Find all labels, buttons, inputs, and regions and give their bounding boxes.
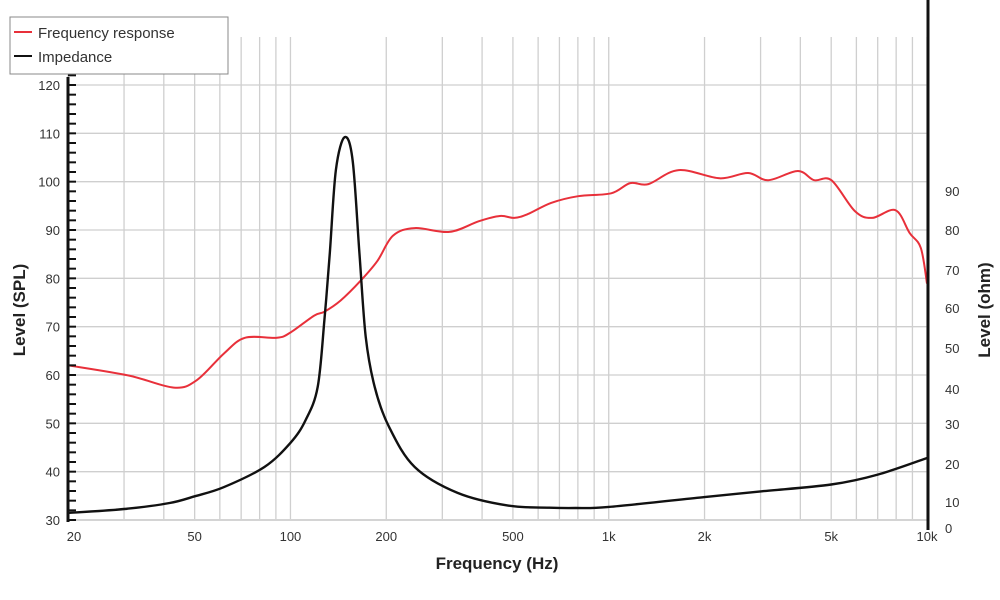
y2-tick-label: 30: [945, 417, 959, 432]
y2-tick-label: 50: [945, 341, 959, 356]
legend-box: [9, 16, 229, 75]
y2-tick-label: 80: [945, 223, 959, 238]
legend: Frequency response Impedance: [9, 16, 229, 75]
y2-tick-label: 0: [945, 521, 952, 536]
x-axis-label: Frequency (Hz): [436, 554, 559, 573]
series-line-impedance: [67, 135, 928, 515]
series-line-frequency-response: [67, 169, 928, 389]
y-tick-label: 120: [38, 78, 60, 93]
y2-tick-label: 90: [945, 184, 959, 199]
grid: [67, 37, 928, 521]
x-tick-label: 500: [502, 529, 524, 544]
tick-labels: 20 50 100 200 500 1k 2k 5k 10k304050607080901001…: [38, 78, 959, 544]
y2-tick-label: 20: [945, 457, 959, 472]
y2-axis-label: Level (ohm): [975, 262, 994, 357]
axes: [66, 0, 930, 530]
y2-tick-label: 60: [945, 301, 959, 316]
y2-tick-label: 10: [945, 495, 959, 510]
x-tick-label: 200: [375, 529, 397, 544]
x-tick-label: 5k: [824, 529, 838, 544]
x-tick-label: 2k: [698, 529, 712, 544]
y-tick-label: 60: [46, 368, 60, 383]
x-tick-label: 50: [187, 529, 201, 544]
y-tick-label: 50: [46, 416, 60, 431]
legend-label-impedance: Impedance: [38, 49, 112, 66]
y-tick-label: 70: [46, 320, 60, 335]
y-axis-label: Level (SPL): [10, 264, 29, 357]
x-tick-label: 1k: [602, 529, 616, 544]
y-tick-label: 80: [46, 271, 60, 286]
y-tick-label: 100: [38, 175, 60, 190]
y2-tick-label: 70: [945, 263, 959, 278]
series-layer: [67, 135, 928, 515]
y-tick-label: 110: [39, 126, 60, 141]
x-tick-label: 20: [67, 529, 81, 544]
x-tick-label: 10k: [917, 529, 938, 544]
y-tick-label: 30: [46, 513, 60, 528]
y-tick-label: 40: [46, 465, 60, 480]
legend-label-frequency-response: Frequency response: [38, 25, 175, 42]
y-tick-label: 90: [46, 223, 60, 238]
y2-tick-label: 40: [945, 382, 959, 397]
x-tick-label: 100: [280, 529, 302, 544]
